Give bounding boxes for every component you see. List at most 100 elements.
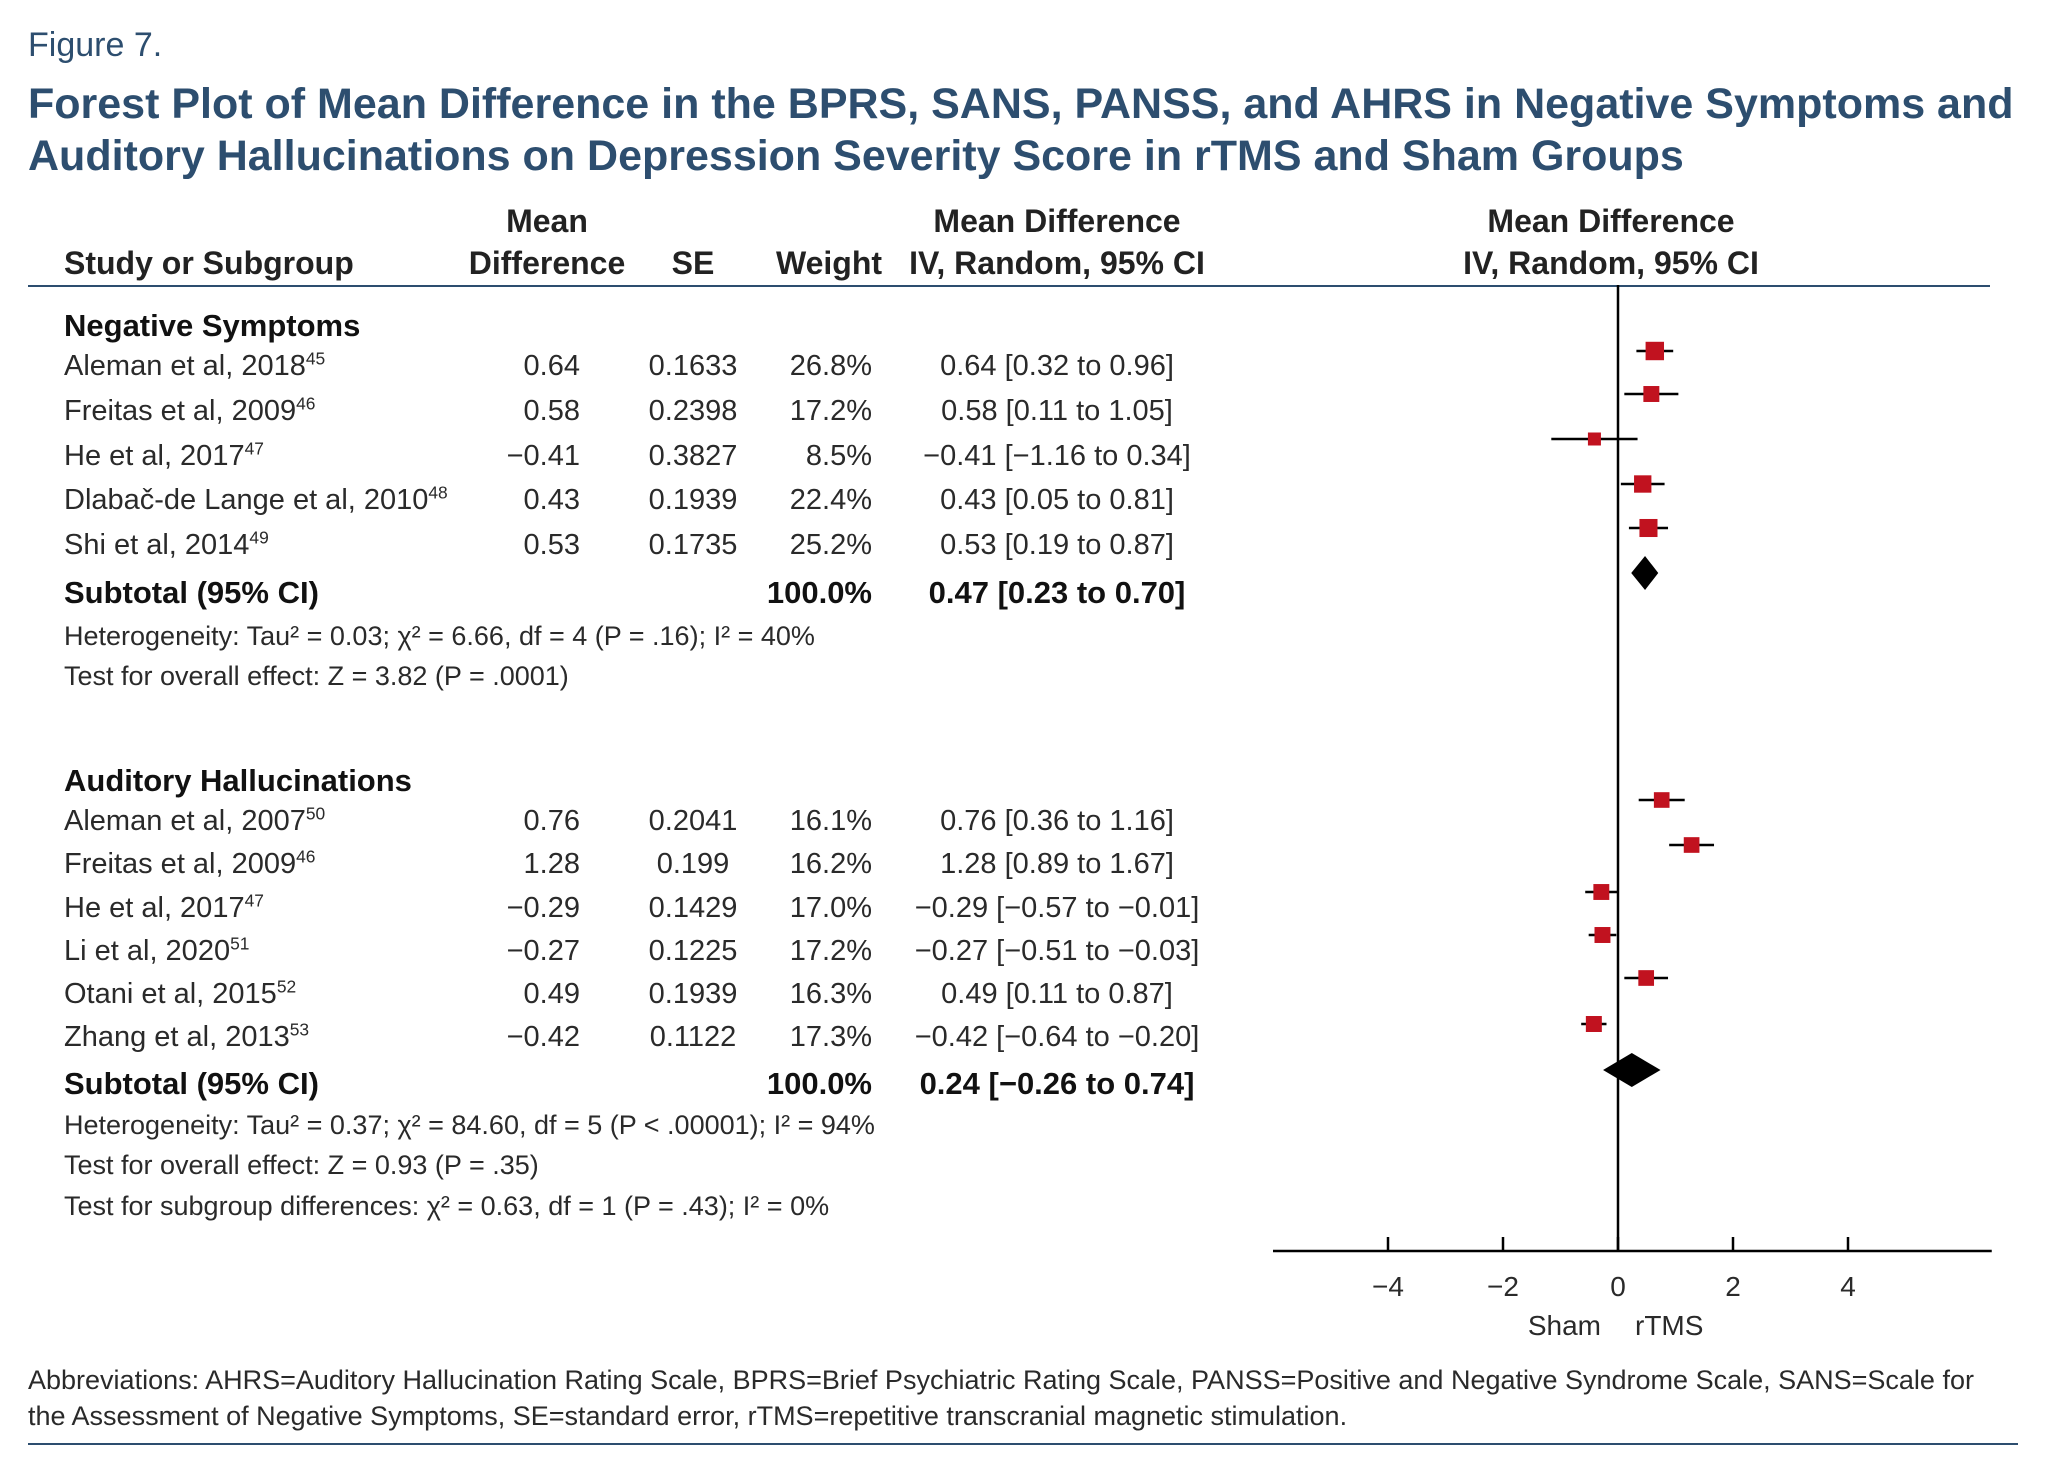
weight-value: 25.2%: [789, 529, 872, 561]
weight-value: 22.4%: [789, 484, 872, 516]
abbreviations-footnote: Abbreviations: AHRS=Auditory Hallucinati…: [28, 1365, 1974, 1431]
reference-number: 46: [296, 846, 316, 867]
header-ci-line2: IV, Random, 95% CI: [909, 245, 1205, 281]
se-value: 0.2041: [648, 805, 738, 837]
weight-value: 17.3%: [789, 1021, 872, 1053]
mean-difference-value: 0.58: [523, 395, 580, 427]
ci-value: −0.42 [−0.64 to −0.20]: [914, 1021, 1200, 1053]
ci-value: −0.41 [−1.16 to 0.34]: [923, 440, 1191, 472]
study-name: Li et al, 202051: [64, 935, 249, 968]
reference-number: 46: [296, 393, 316, 414]
weight-value: 17.2%: [789, 395, 872, 427]
subtotal-label: Subtotal (95% CI): [64, 1066, 319, 1101]
x-tick-label: 0: [1610, 1271, 1626, 1302]
x-tick-label: 2: [1725, 1271, 1741, 1302]
se-value: 0.1939: [648, 484, 738, 516]
study-name: Aleman et al, 200750: [64, 805, 325, 838]
ci-value: 0.58 [0.11 to 1.05]: [941, 395, 1173, 427]
study-marker: [1643, 386, 1660, 402]
study-name: Freitas et al, 200946: [64, 848, 315, 881]
header-ci-line1: Mean Difference: [933, 203, 1181, 239]
study-label: Otani et al, 2015: [64, 978, 277, 1010]
mean-difference-value: 0.49: [523, 978, 580, 1010]
mean-difference-value: 0.43: [523, 484, 580, 516]
header-md-line1: Mean: [506, 203, 588, 239]
header-plot-line2: IV, Random, 95% CI: [1463, 245, 1759, 281]
weight-value: 16.1%: [789, 805, 872, 837]
se-value: 0.1939: [648, 978, 738, 1010]
study-marker: [1653, 792, 1670, 808]
mean-difference-value: 0.76: [523, 805, 580, 837]
reference-number: 51: [230, 933, 250, 954]
ci-value: 0.49 [0.11 to 0.87]: [941, 978, 1173, 1010]
weight-value: 16.2%: [789, 848, 872, 880]
study-label: Dlabač-de Lange et al, 2010: [64, 484, 429, 516]
subtotal-label: Subtotal (95% CI): [64, 575, 319, 610]
study-marker: [1594, 927, 1611, 943]
header-plot-line1: Mean Difference: [1487, 203, 1735, 239]
ci-value: 0.64 [0.32 to 0.96]: [940, 350, 1174, 382]
statistics-note: Test for overall effect: Z = 3.82 (P = .…: [64, 661, 569, 691]
study-label: Shi et al, 2014: [64, 529, 250, 561]
study-marker: [1634, 475, 1652, 493]
study-label: Zhang et al, 2013: [64, 1021, 290, 1053]
figure-label: Figure 7.: [28, 26, 163, 64]
mean-difference-value: −0.42: [506, 1021, 580, 1053]
reference-number: 49: [249, 527, 269, 548]
study-label: Aleman et al, 2018: [64, 350, 306, 382]
weight-value: 16.3%: [789, 978, 872, 1010]
mean-difference-value: −0.41: [506, 440, 580, 472]
axis-left-label: Sham: [1528, 1310, 1601, 1341]
reference-number: 47: [244, 890, 264, 911]
study-name: He et al, 201747: [64, 892, 264, 925]
mean-difference-value: 0.64: [523, 350, 580, 382]
se-value: 0.1225: [648, 935, 738, 967]
header-md-line2: Difference: [468, 245, 626, 281]
mean-difference-value: −0.27: [506, 935, 580, 967]
reference-number: 53: [289, 1019, 310, 1040]
group-heading: Auditory Hallucinations: [64, 763, 412, 798]
study-marker: [1639, 518, 1658, 538]
study-name: Shi et al, 201449: [64, 529, 269, 562]
study-name: Dlabač-de Lange et al, 201048: [64, 484, 448, 517]
x-tick-label: 4: [1840, 1271, 1856, 1302]
statistics-note: Heterogeneity: Tau² = 0.37; χ² = 84.60, …: [64, 1110, 875, 1140]
study-name: Otani et al, 201552: [64, 978, 296, 1011]
study-name: Freitas et al, 200946: [64, 395, 315, 428]
weight-value: 17.2%: [789, 935, 872, 967]
x-tick-label: −4: [1372, 1271, 1404, 1302]
reference-number: 52: [276, 976, 297, 997]
reference-number: 48: [428, 482, 448, 503]
se-value: 0.1122: [649, 1021, 737, 1053]
reference-number: 50: [305, 803, 326, 824]
reference-number: 45: [305, 348, 326, 369]
se-value: 0.1633: [648, 350, 738, 382]
x-tick-label: −2: [1487, 1271, 1519, 1302]
reference-number: 47: [244, 438, 264, 459]
study-marker: [1645, 341, 1665, 361]
study-label: He et al, 2017: [64, 440, 245, 472]
study-marker: [1683, 837, 1700, 853]
footer-rule: [28, 1443, 2018, 1445]
se-value: 0.2398: [648, 395, 738, 427]
study-name: Zhang et al, 201353: [64, 1021, 309, 1054]
header-se: SE: [671, 245, 715, 281]
mean-difference-value: −0.29: [506, 892, 580, 924]
mean-difference-value: 1.28: [523, 848, 580, 880]
ci-value: −0.29 [−0.57 to −0.01]: [914, 892, 1200, 924]
ci-value: 1.28 [0.89 to 1.67]: [940, 848, 1174, 880]
axis-right-label: rTMS: [1635, 1310, 1703, 1341]
study-marker: [1585, 1016, 1602, 1032]
weight-value: 17.0%: [789, 892, 872, 924]
mean-difference-value: 0.53: [523, 529, 580, 561]
statistics-note: Test for subgroup differences: χ² = 0.63…: [64, 1191, 830, 1221]
header-study: Study or Subgroup: [64, 245, 354, 281]
header-rule: [28, 285, 1990, 287]
ci-value: −0.27 [−0.51 to −0.03]: [914, 935, 1200, 967]
study-label: Li et al, 2020: [64, 935, 231, 967]
ci-value: 0.53 [0.19 to 0.87]: [940, 529, 1174, 561]
se-value: 0.199: [656, 848, 730, 880]
ci-value: 0.43 [0.05 to 0.81]: [940, 484, 1174, 516]
statistics-note: Heterogeneity: Tau² = 0.03; χ² = 6.66, d…: [64, 621, 815, 651]
